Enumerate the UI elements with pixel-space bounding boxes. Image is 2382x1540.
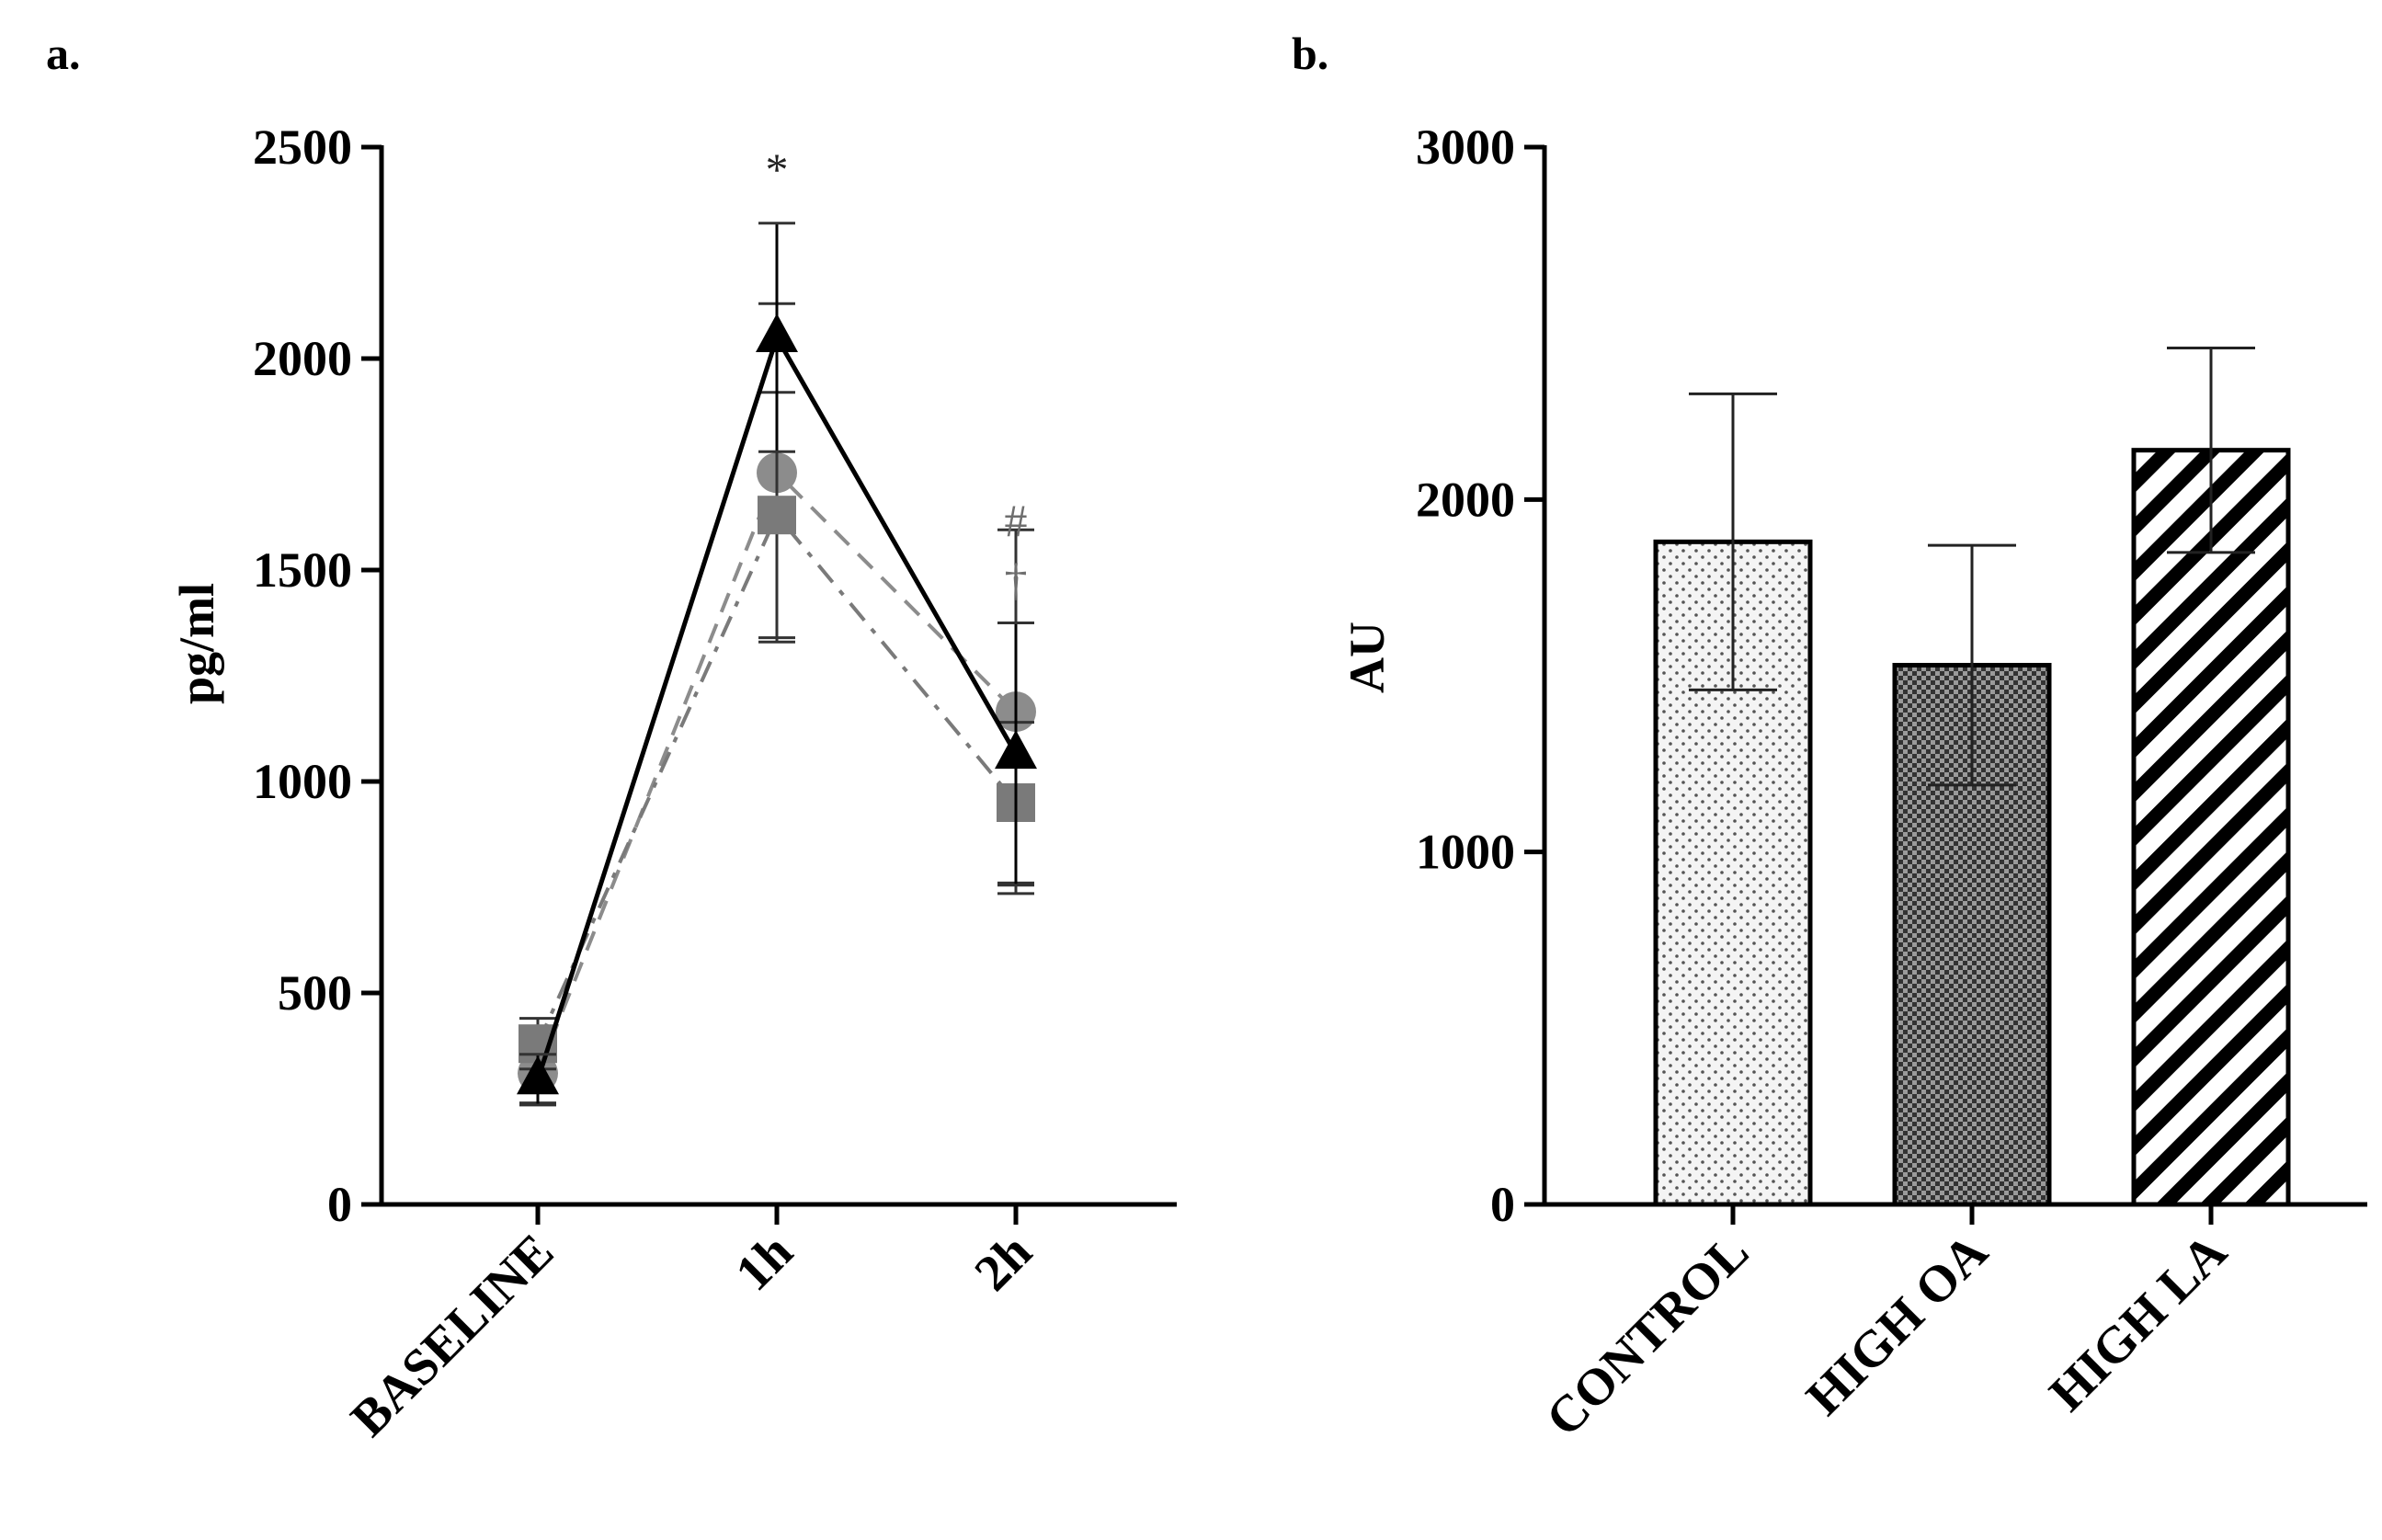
panel-label-a: a.: [46, 28, 81, 79]
y-tick-label: 3000: [1416, 120, 1515, 175]
series-square: [519, 391, 1035, 1071]
y-tick-label: 1000: [1416, 825, 1515, 880]
y-tick-label: 1000: [253, 754, 352, 809]
y-axis-title-b: AU: [1339, 622, 1395, 693]
x-tick-label: 1h: [725, 1223, 804, 1302]
y-tick-label: 2500: [253, 120, 352, 175]
panel-label-b: b.: [1292, 28, 1328, 79]
bar-chart-panel: b. AU 0 1000 2000 3000 CONTROL HIGH OA HIGH L…: [1292, 28, 2367, 1447]
y-ticks-b: 0 1000 2000 3000: [1416, 120, 1544, 1232]
y-tick-label: 0: [1490, 1177, 1515, 1232]
y-tick-label: 2000: [253, 331, 352, 386]
x-labels-b: CONTROL HIGH OA HIGH LA: [1535, 1204, 2239, 1447]
significance-marker: †: [1005, 553, 1028, 605]
y-tick-label: 0: [327, 1177, 352, 1232]
x-tick-label: CONTROL: [1535, 1223, 1760, 1447]
significance-marker: *: [766, 143, 789, 195]
data-point: [756, 314, 798, 352]
x-tick-label: HIGH LA: [2039, 1223, 2239, 1422]
x-tick-label: 2h: [964, 1223, 1043, 1302]
data-point: [995, 730, 1037, 770]
x-tick-label: BASELINE: [340, 1223, 564, 1447]
bars-b: [1653, 347, 2291, 1207]
data-point: [517, 1055, 559, 1095]
data-point: [758, 496, 796, 535]
x-labels-a: BASELINE 1h 2h: [340, 1204, 1043, 1447]
x-tick-label: HIGH OA: [1795, 1223, 1999, 1426]
bar-0: [1653, 392, 1813, 1207]
bar-2: [2131, 347, 2291, 1207]
series-group-a: [517, 222, 1037, 1107]
y-tick-label: 2000: [1416, 472, 1515, 527]
bar-1: [1892, 543, 2052, 1207]
y-tick-label: 500: [278, 965, 352, 1021]
series-triangle: [517, 222, 1037, 1107]
significance-marker: #: [1005, 495, 1028, 546]
y-tick-label: 1500: [253, 542, 352, 598]
line-chart-panel: a. pg/ml 0 500 1000 1500 2000 2500 BASELINE 1h…: [46, 28, 1177, 1447]
annotations-a: * # †: [766, 143, 1028, 605]
bar: [2131, 448, 2291, 1207]
y-axis-title-a: pg/ml: [169, 583, 224, 704]
y-ticks-a: 0 500 1000 1500 2000 2500: [253, 120, 382, 1232]
